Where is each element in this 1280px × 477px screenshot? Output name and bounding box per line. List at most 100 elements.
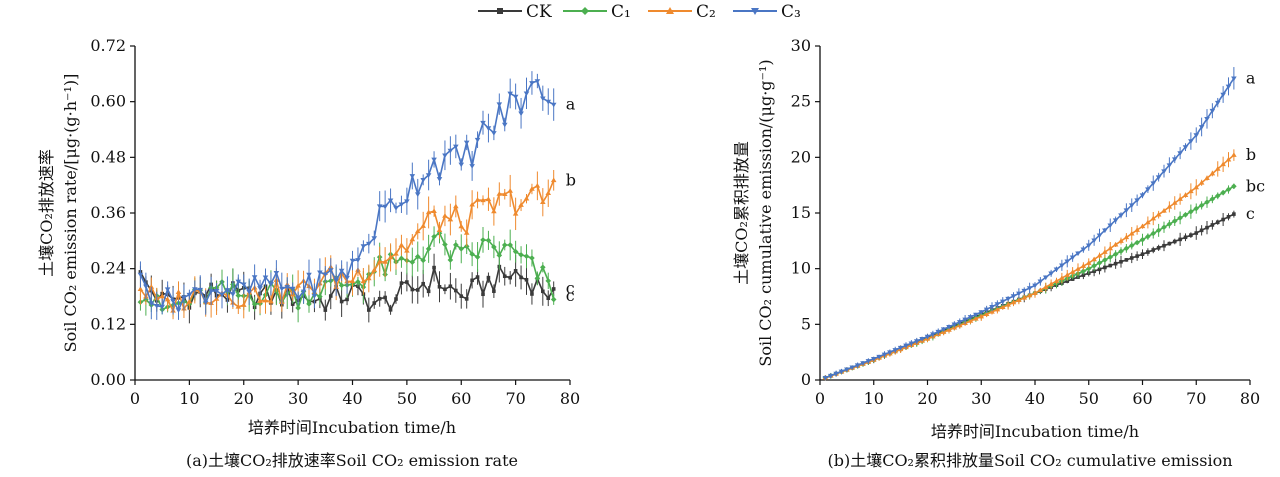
data-point — [983, 307, 990, 313]
data-point — [501, 191, 508, 197]
data-point — [480, 197, 486, 203]
data-point — [1091, 238, 1097, 244]
series-end-label: c — [566, 278, 575, 297]
legend-marker — [751, 8, 759, 15]
data-point — [1021, 288, 1028, 294]
data-point — [388, 308, 393, 312]
data-point — [327, 268, 334, 273]
data-point — [967, 318, 974, 323]
data-point — [491, 131, 497, 136]
data-point — [1134, 227, 1140, 232]
data-point — [273, 270, 280, 276]
data-point — [475, 275, 480, 279]
x-tick-label: 10 — [179, 389, 199, 408]
data-point — [360, 244, 367, 249]
data-point — [1118, 213, 1124, 219]
series-line — [825, 154, 1235, 379]
data-point — [431, 208, 437, 213]
data-point — [913, 339, 920, 344]
data-point — [1193, 133, 1200, 138]
data-point — [1139, 223, 1146, 229]
data-point — [1221, 217, 1225, 222]
data-point — [480, 237, 486, 243]
series-end-label: b — [1246, 145, 1256, 164]
data-point — [1123, 245, 1130, 252]
data-point — [458, 245, 465, 252]
data-point — [1231, 183, 1237, 190]
x-tick-label: 80 — [1240, 389, 1260, 408]
data-point — [311, 294, 318, 299]
data-point — [1198, 125, 1205, 130]
data-point — [295, 305, 301, 311]
data-point — [1189, 233, 1193, 237]
data-point — [887, 350, 893, 355]
data-point — [224, 288, 231, 293]
data-point — [523, 253, 530, 260]
data-point — [399, 281, 404, 285]
data-point — [1096, 252, 1103, 258]
data-point — [453, 242, 459, 248]
data-point — [1112, 218, 1119, 224]
data-point — [290, 302, 295, 306]
data-point — [1140, 252, 1145, 256]
data-point — [425, 173, 432, 178]
data-point — [507, 188, 513, 193]
data-point — [1177, 196, 1183, 201]
x-tick-label: 40 — [1025, 389, 1045, 408]
data-point — [1064, 259, 1071, 265]
data-point — [485, 196, 492, 202]
data-point — [1085, 260, 1092, 265]
panel-a-y-axis-label-cn: 土壤CO₂排放速率 — [37, 149, 56, 277]
data-point — [322, 272, 329, 278]
data-point — [251, 275, 258, 280]
data-point — [470, 278, 474, 283]
data-point — [540, 264, 546, 271]
series-line — [825, 77, 1235, 379]
data-point — [192, 287, 198, 292]
data-point — [459, 294, 464, 298]
data-point — [143, 284, 149, 290]
data-point — [491, 208, 497, 214]
data-point — [1188, 208, 1194, 215]
panel-a-axes: 0 10 20 30 40 50 60 70 80 0.00 0.12 0.24 0.36 0.48 0.6… — [90, 36, 580, 408]
data-point — [507, 242, 513, 248]
legend-marker — [666, 7, 674, 14]
y-tick-label: 20 — [791, 147, 811, 166]
data-point — [1059, 275, 1065, 280]
x-tick-label: 20 — [234, 389, 254, 408]
data-point — [474, 137, 481, 143]
legend-label: C₂ — [696, 2, 716, 22]
data-point — [398, 255, 405, 262]
data-point — [1193, 205, 1200, 212]
data-point — [1085, 243, 1092, 249]
data-point — [453, 203, 459, 209]
data-point — [524, 277, 529, 282]
data-point — [545, 99, 552, 105]
data-point — [1097, 267, 1102, 272]
data-point — [1037, 287, 1044, 292]
data-point — [431, 233, 437, 240]
panel-b-x-axis-label: 培养时间Incubation time/h — [931, 422, 1139, 441]
data-point — [973, 312, 979, 318]
y-tick-label: 0.36 — [90, 203, 126, 222]
data-point — [534, 183, 541, 188]
data-point — [414, 253, 421, 260]
x-tick-label: 50 — [1079, 389, 1099, 408]
data-point — [1204, 175, 1210, 180]
data-point — [1161, 169, 1167, 174]
x-tick-label: 0 — [130, 389, 140, 408]
data-point — [534, 79, 541, 84]
data-point — [1145, 233, 1151, 240]
data-point — [1155, 211, 1162, 217]
data-point — [1182, 145, 1189, 150]
data-point — [262, 275, 269, 281]
data-point — [1118, 248, 1124, 255]
data-point — [530, 292, 534, 296]
data-point — [436, 227, 443, 233]
data-point — [1139, 236, 1146, 243]
x-tick-label: 10 — [864, 389, 884, 408]
data-point — [496, 191, 503, 196]
data-point — [443, 287, 447, 292]
data-point — [1166, 204, 1173, 209]
panel-a-x-axis-label: 培养时间Incubation time/h — [248, 418, 456, 437]
